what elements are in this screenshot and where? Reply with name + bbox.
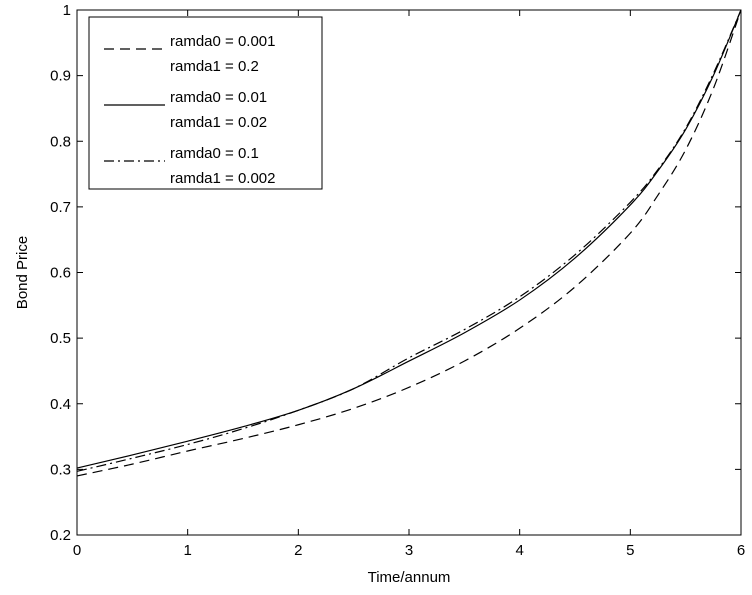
series-line-3 [76, 9, 742, 472]
y-tick-label: 0.2 [50, 527, 71, 544]
y-tick-label: 0.8 [50, 133, 71, 150]
x-tick-label: 1 [183, 542, 191, 559]
x-tick-label: 6 [737, 542, 745, 559]
legend-label-2: ramda0 = 0.01 [170, 89, 267, 106]
series-layer [76, 9, 742, 477]
x-axis-label: Time/annum [368, 569, 451, 586]
x-tick-label: 0 [73, 542, 81, 559]
legend-label-1: ramda1 = 0.2 [170, 58, 259, 75]
x-tick-label: 4 [515, 542, 523, 559]
tick-layer: 0 1 2 3 4 5 6 0.2 0.3 0.4 0.5 0.6 0.7 0.8 0.9 1 [50, 2, 745, 559]
y-tick-label: 1 [63, 2, 71, 19]
y-tick-label: 0.7 [50, 199, 71, 216]
series-line-1 [76, 9, 742, 477]
legend: ramda0 = 0.001 ramda1 = 0.2 ramda0 = 0.01 r… [88, 16, 323, 190]
legend-box [88, 16, 323, 190]
y-tick-label: 0.6 [50, 265, 71, 282]
y-tick-label: 0.3 [50, 461, 71, 478]
legend-items: ramda0 = 0.001 ramda1 = 0.2 ramda0 = 0.01 r… [104, 33, 276, 187]
y-tick-label: 0.9 [50, 68, 71, 85]
legend-label-3: ramda0 = 0.1 [170, 145, 259, 162]
x-tick-label: 2 [294, 542, 302, 559]
x-tick-label: 3 [405, 542, 413, 559]
y-tick-label: 0.4 [50, 396, 71, 413]
series-line-2 [76, 9, 742, 469]
legend-label-2: ramda1 = 0.02 [170, 114, 267, 131]
legend-label-1: ramda0 = 0.001 [170, 33, 276, 50]
y-axis-label: Bond Price [14, 236, 31, 309]
y-tick-label: 0.5 [50, 330, 71, 347]
legend-label-3: ramda1 = 0.002 [170, 170, 276, 187]
x-tick-label: 5 [626, 542, 634, 559]
